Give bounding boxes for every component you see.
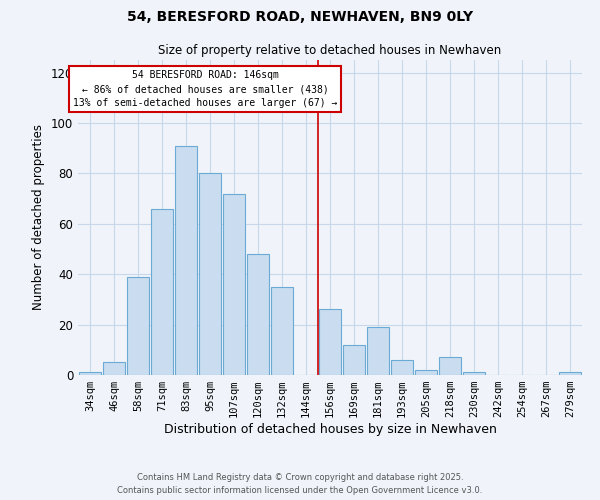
Bar <box>223 194 245 375</box>
X-axis label: Distribution of detached houses by size in Newhaven: Distribution of detached houses by size … <box>164 423 496 436</box>
Bar <box>247 254 269 375</box>
Bar <box>151 208 173 375</box>
Bar <box>199 174 221 375</box>
Bar <box>415 370 437 375</box>
Bar <box>439 358 461 375</box>
Bar <box>319 310 341 375</box>
Bar <box>463 372 485 375</box>
Bar <box>271 287 293 375</box>
Text: Contains HM Land Registry data © Crown copyright and database right 2025.
Contai: Contains HM Land Registry data © Crown c… <box>118 474 482 495</box>
Text: 54 BERESFORD ROAD: 146sqm
← 86% of detached houses are smaller (438)
13% of semi: 54 BERESFORD ROAD: 146sqm ← 86% of detac… <box>73 70 337 108</box>
Bar <box>127 276 149 375</box>
Bar <box>343 345 365 375</box>
Bar <box>79 372 101 375</box>
Text: 54, BERESFORD ROAD, NEWHAVEN, BN9 0LY: 54, BERESFORD ROAD, NEWHAVEN, BN9 0LY <box>127 10 473 24</box>
Bar <box>391 360 413 375</box>
Bar <box>103 362 125 375</box>
Bar <box>367 327 389 375</box>
Bar <box>559 372 581 375</box>
Title: Size of property relative to detached houses in Newhaven: Size of property relative to detached ho… <box>158 44 502 58</box>
Y-axis label: Number of detached properties: Number of detached properties <box>32 124 45 310</box>
Bar <box>175 146 197 375</box>
